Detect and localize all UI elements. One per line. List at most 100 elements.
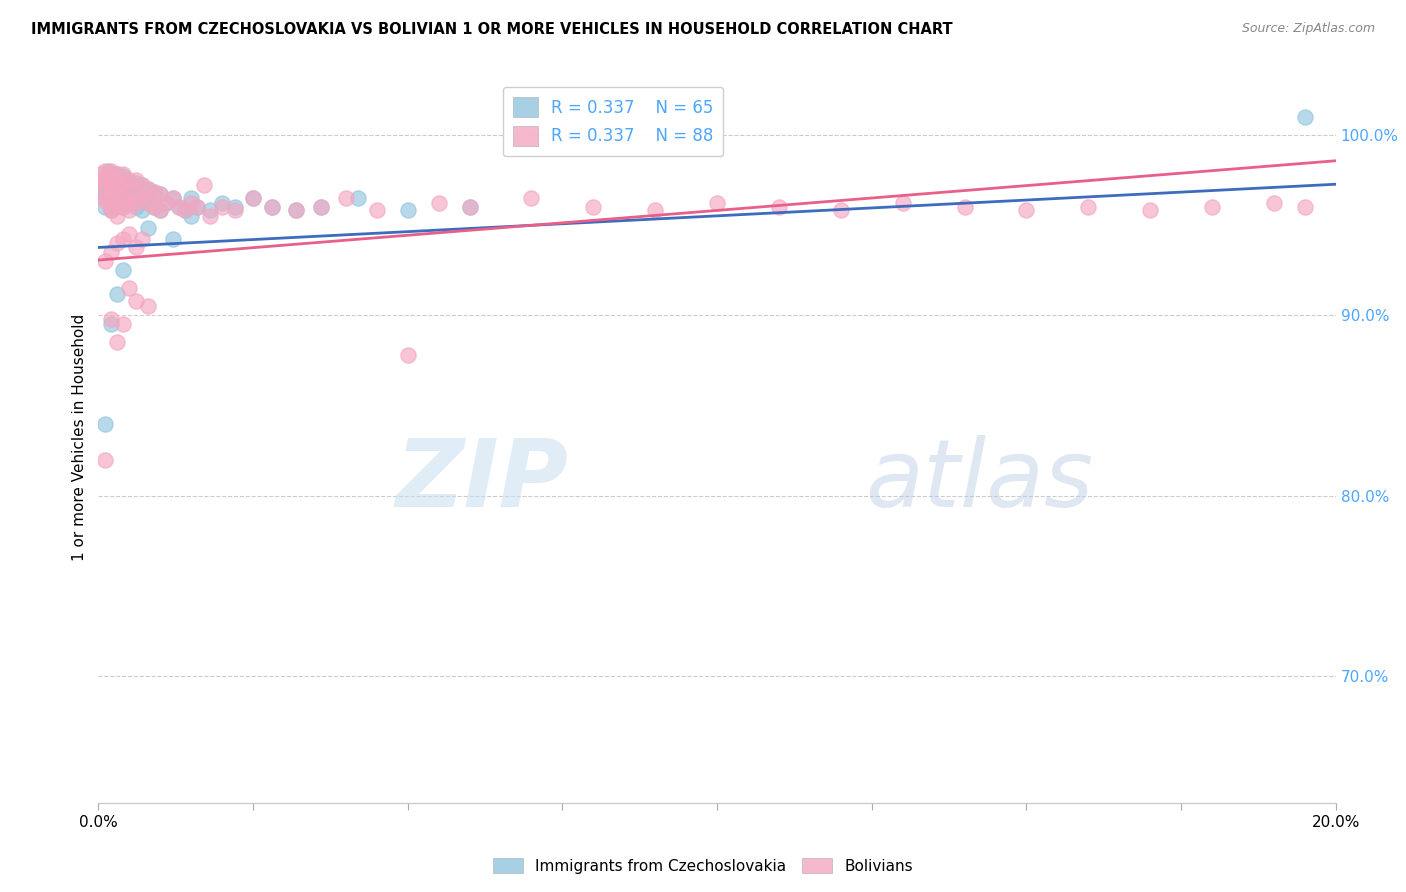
Point [1201, 200, 1223, 214]
Point [97, 178, 120, 193]
Point [105, 177, 128, 191]
Point [112, 187, 135, 202]
Point [93, 417, 115, 431]
Point [93, 182, 115, 196]
Point [458, 200, 481, 214]
Y-axis label: 1 or more Vehicles in Household: 1 or more Vehicles in Household [72, 313, 87, 561]
Point [118, 186, 141, 200]
Point [124, 172, 146, 186]
Point [118, 172, 141, 186]
Point [105, 335, 128, 350]
Point [520, 191, 543, 205]
Point [100, 203, 122, 218]
Point [112, 178, 135, 193]
Point [149, 203, 172, 218]
Point [1294, 200, 1316, 214]
Point [180, 209, 202, 223]
Point [124, 187, 146, 202]
Point [112, 200, 135, 214]
Point [112, 169, 135, 183]
Point [93, 194, 115, 209]
Text: ZIP: ZIP [395, 435, 568, 527]
Point [136, 196, 159, 211]
Point [93, 191, 115, 205]
Point [112, 200, 135, 214]
Point [174, 203, 197, 218]
Point [97, 178, 120, 193]
Point [100, 182, 122, 196]
Point [1015, 203, 1038, 218]
Point [124, 177, 146, 191]
Point [100, 244, 122, 259]
Point [124, 200, 146, 214]
Point [242, 191, 264, 205]
Point [105, 209, 128, 223]
Point [155, 196, 177, 211]
Point [124, 187, 146, 202]
Point [131, 203, 153, 218]
Point [224, 203, 246, 218]
Point [167, 200, 190, 214]
Point [155, 196, 177, 211]
Point [198, 203, 221, 218]
Point [285, 203, 308, 218]
Point [149, 187, 172, 202]
Point [162, 232, 184, 246]
Point [830, 203, 852, 218]
Point [112, 263, 135, 277]
Text: atlas: atlas [866, 435, 1094, 526]
Point [100, 194, 122, 209]
Point [162, 191, 184, 205]
Point [100, 200, 122, 214]
Point [186, 200, 208, 214]
Point [260, 200, 283, 214]
Point [90, 172, 112, 186]
Point [93, 200, 115, 214]
Point [706, 196, 728, 211]
Point [180, 196, 202, 211]
Point [124, 239, 146, 253]
Point [105, 167, 128, 181]
Point [93, 254, 115, 268]
Point [105, 196, 128, 211]
Point [103, 182, 125, 196]
Legend: R = 0.337    N = 65, R = 0.337    N = 88: R = 0.337 N = 65, R = 0.337 N = 88 [503, 87, 724, 156]
Point [891, 196, 914, 211]
Point [118, 203, 141, 218]
Point [768, 200, 790, 214]
Point [953, 200, 976, 214]
Point [309, 200, 332, 214]
Point [1294, 110, 1316, 124]
Point [396, 203, 419, 218]
Point [1139, 203, 1161, 218]
Point [118, 227, 141, 241]
Point [118, 196, 141, 211]
Point [105, 167, 128, 181]
Point [162, 191, 184, 205]
Point [118, 196, 141, 211]
Point [89, 167, 111, 181]
Point [644, 203, 666, 218]
Point [131, 191, 153, 205]
Point [112, 178, 135, 193]
Point [366, 203, 388, 218]
Point [136, 196, 159, 211]
Point [93, 191, 115, 205]
Point [112, 167, 135, 181]
Point [193, 178, 215, 193]
Point [136, 182, 159, 196]
Point [93, 186, 115, 200]
Point [131, 232, 153, 246]
Point [335, 191, 357, 205]
Point [124, 196, 146, 211]
Point [100, 317, 122, 331]
Point [211, 196, 233, 211]
Point [131, 178, 153, 193]
Point [118, 281, 141, 295]
Point [100, 167, 122, 181]
Point [198, 209, 221, 223]
Point [582, 200, 605, 214]
Point [105, 196, 128, 211]
Point [93, 182, 115, 196]
Point [143, 200, 166, 214]
